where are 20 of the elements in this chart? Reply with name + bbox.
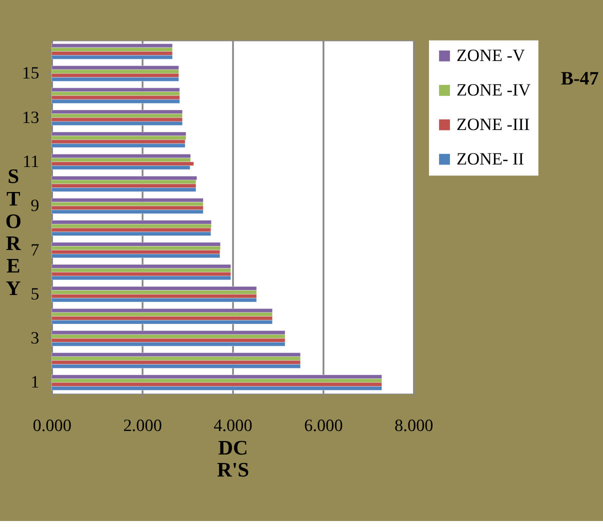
- x-axis-title: DC R'S: [216, 437, 250, 482]
- x-tick-label: 2.000: [123, 416, 162, 436]
- x-tick-label: 0.000: [32, 416, 72, 436]
- legend-label: ZONE -V: [456, 46, 526, 66]
- y-tick-label: 13: [22, 108, 40, 127]
- y-tick-label: 3: [30, 328, 40, 348]
- legend-label: ZONE -III: [456, 114, 530, 134]
- y-tick-label: 5: [30, 284, 40, 304]
- legend-label: ZONE- II: [456, 149, 524, 168]
- y-tick-label: 9: [30, 196, 40, 216]
- legend-label: ZONE -IV: [456, 80, 532, 100]
- y-tick-label: 11: [22, 152, 40, 171]
- text: B-47: [560, 68, 599, 90]
- y-tick-label: 7: [30, 240, 40, 260]
- x-tick-label: 6.000: [304, 416, 343, 436]
- y-tick-label: 1: [30, 372, 40, 392]
- y-tick-label: 15: [22, 64, 40, 83]
- x-tick-label: 4.000: [214, 416, 252, 436]
- x-tick-label: 8.000: [394, 416, 434, 436]
- y-axis-title: STOREY: [5, 166, 22, 300]
